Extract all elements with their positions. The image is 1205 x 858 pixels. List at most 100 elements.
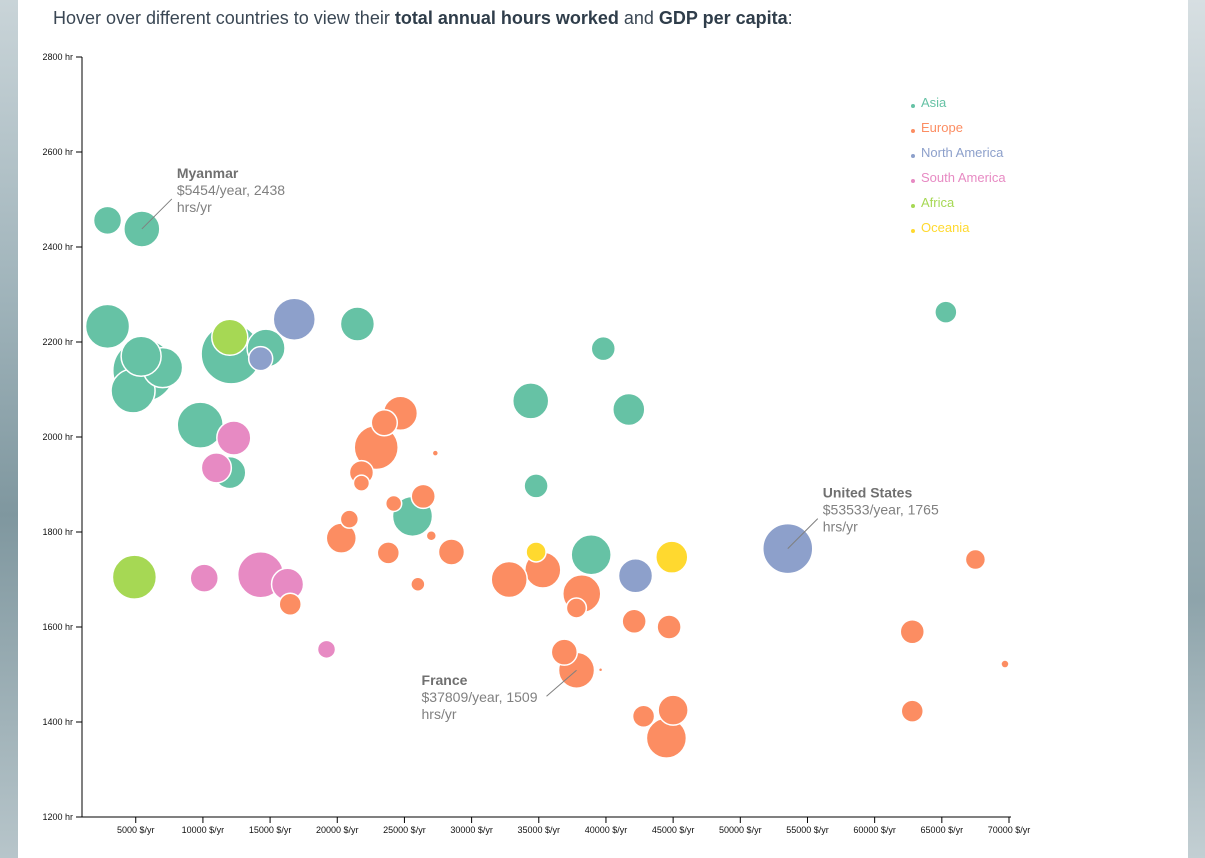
heading-mid: and: [618, 8, 659, 28]
data-point[interactable]: [490, 560, 528, 599]
data-point[interactable]: [189, 563, 220, 593]
legend-label: South America: [921, 170, 1006, 185]
x-tick-label: 5000 $/yr: [117, 825, 155, 835]
annotation-unit-line: hrs/yr: [823, 519, 858, 535]
data-point[interactable]: [370, 409, 399, 437]
background-right-strip: [1188, 0, 1205, 858]
data-point[interactable]: [278, 592, 302, 616]
x-tick-label: 30000 $/yr: [450, 825, 493, 835]
annotation-connector: [787, 518, 819, 549]
data-point[interactable]: [339, 509, 360, 529]
legend-label: North America: [921, 145, 1004, 160]
data-point[interactable]: [111, 554, 158, 600]
heading-prefix: Hover over different countries to view t…: [53, 8, 395, 28]
x-tick-label: 20000 $/yr: [316, 825, 359, 835]
data-point[interactable]: [410, 483, 436, 510]
data-point[interactable]: [211, 318, 249, 356]
y-tick-label: 2200 hr: [42, 337, 73, 347]
data-point[interactable]: [376, 541, 401, 565]
data-point[interactable]: [597, 667, 604, 673]
data-point[interactable]: [352, 474, 371, 492]
data-point[interactable]: [425, 530, 438, 542]
y-tick-label: 2000 hr: [42, 432, 73, 442]
x-tick-label: 10000 $/yr: [182, 825, 225, 835]
annotation-unit-line: hrs/yr: [177, 199, 212, 215]
legend-label: Asia: [921, 95, 947, 110]
data-point[interactable]: [316, 639, 337, 660]
annotation-country-name: Myanmar: [177, 165, 239, 181]
legend-label: Oceania: [921, 220, 970, 235]
annotation-connector: [141, 198, 173, 230]
annotation-country-name: France: [422, 672, 468, 688]
data-point[interactable]: [384, 494, 403, 513]
data-point[interactable]: [410, 576, 426, 592]
data-point[interactable]: [617, 557, 654, 594]
annotation-value-line: $53533/year, 1765: [823, 502, 939, 518]
heading-bold-hours: total annual hours worked: [394, 8, 619, 28]
y-tick-label: 1400 hr: [42, 717, 73, 727]
data-point[interactable]: [272, 297, 317, 341]
legend-dot: [911, 229, 915, 233]
x-tick-label: 25000 $/yr: [383, 825, 426, 835]
x-tick-label: 45000 $/yr: [652, 825, 695, 835]
data-point[interactable]: [656, 614, 682, 640]
data-point[interactable]: [200, 452, 233, 484]
data-point[interactable]: [657, 694, 689, 726]
data-point[interactable]: [84, 303, 131, 350]
x-tick-label: 50000 $/yr: [719, 825, 762, 835]
legend-dot: [911, 129, 915, 133]
data-point[interactable]: [621, 608, 647, 635]
x-tick-label: 55000 $/yr: [786, 825, 829, 835]
data-point[interactable]: [523, 473, 549, 499]
x-tick-group: 5000 $/yr 10000 $/yr 15000 $/yr 20000 $/yr 2…: [117, 817, 1030, 835]
y-tick-label: 1600 hr: [42, 622, 73, 632]
x-tick-label: 70000 $/yr: [988, 825, 1031, 835]
data-point[interactable]: [525, 541, 547, 563]
data-point[interactable]: [612, 392, 646, 427]
data-point[interactable]: [899, 619, 926, 645]
y-tick-label: 1800 hr: [42, 527, 73, 537]
data-point[interactable]: [511, 382, 550, 420]
legend-dot: [911, 104, 915, 108]
data-point[interactable]: [247, 345, 274, 372]
data-point[interactable]: [590, 335, 617, 362]
data-point[interactable]: [120, 335, 162, 377]
heading-bold-gdp: GDP per capita: [658, 8, 788, 28]
x-tick-label: 60000 $/yr: [853, 825, 896, 835]
legend-dot: [911, 154, 915, 158]
legend-dot: [911, 179, 915, 183]
legend-label: Europe: [921, 120, 963, 135]
data-point[interactable]: [550, 638, 579, 666]
x-tick-label: 15000 $/yr: [249, 825, 292, 835]
data-point[interactable]: [631, 704, 656, 729]
data-point[interactable]: [1000, 659, 1010, 669]
legend-dot: [911, 204, 915, 208]
data-point[interactable]: [339, 306, 376, 342]
data-point[interactable]: [431, 449, 440, 457]
data-point[interactable]: [655, 540, 689, 574]
y-tick-label: 1200 hr: [42, 812, 73, 822]
annotation-connector: [546, 669, 577, 697]
y-tick-label: 2600 hr: [42, 147, 73, 157]
annotation-unit-line: hrs/yr: [422, 706, 457, 722]
annotation-country-name: United States: [823, 485, 913, 501]
data-point[interactable]: [565, 597, 588, 619]
y-tick-label: 2400 hr: [42, 242, 73, 252]
x-tick-label: 40000 $/yr: [585, 825, 628, 835]
heading-suffix: :: [787, 8, 793, 28]
annotation-value-line: $37809/year, 1509: [422, 689, 538, 705]
data-point[interactable]: [900, 699, 925, 723]
data-point[interactable]: [964, 548, 987, 571]
page-heading: Hover over different countries to view t…: [53, 8, 1173, 29]
x-tick-label: 65000 $/yr: [921, 825, 964, 835]
annotation-value-line: $5454/year, 2438: [177, 182, 285, 198]
data-point[interactable]: [216, 420, 252, 456]
data-point[interactable]: [92, 205, 123, 236]
data-point[interactable]: [176, 401, 224, 449]
data-point[interactable]: [570, 534, 612, 576]
background-left-strip: [0, 0, 18, 858]
y-tick-label: 2800 hr: [42, 52, 73, 62]
data-point[interactable]: [934, 300, 958, 324]
data-point[interactable]: [437, 538, 466, 566]
